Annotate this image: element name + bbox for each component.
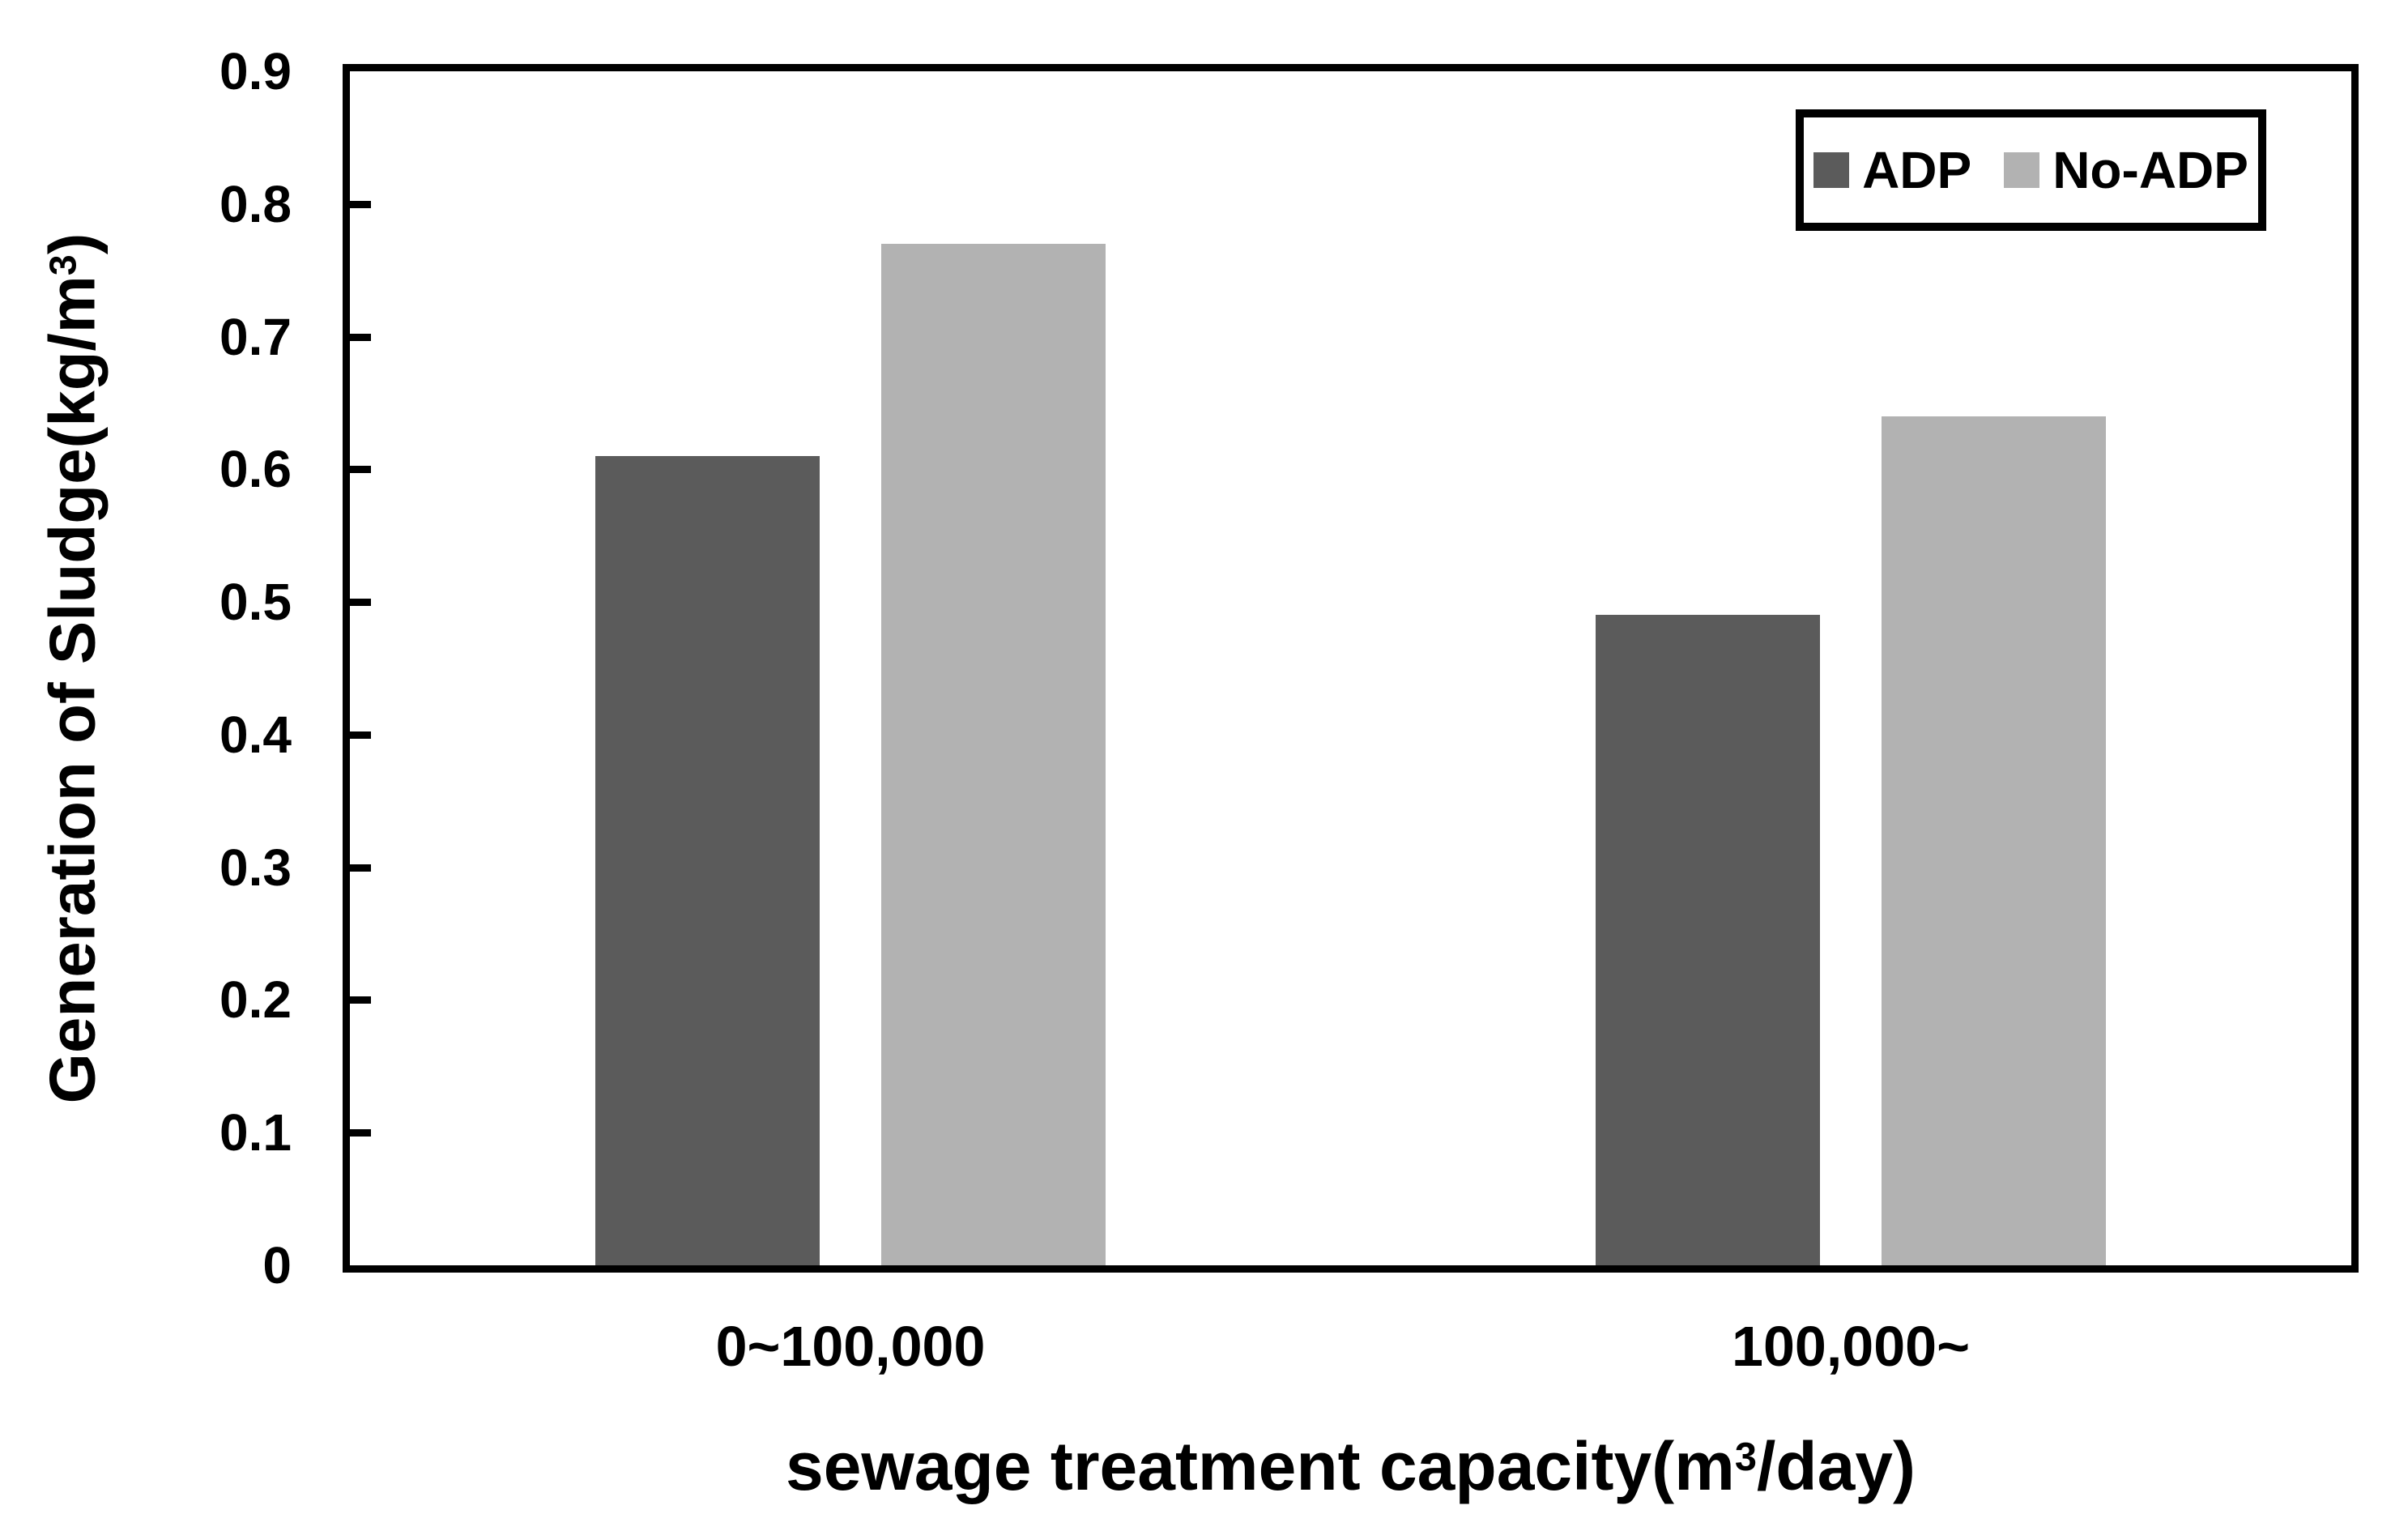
y-tick-label-0.4: 0.4 (219, 706, 292, 764)
y-tick-mark-0.8 (350, 201, 371, 208)
x-category-label-1: 0~100,000 (715, 1315, 986, 1378)
legend-label-no-adp: No-ADP (2052, 141, 2248, 199)
y-tick-label-0.9: 0.9 (219, 42, 292, 100)
bar-adp-group1 (595, 456, 820, 1265)
y-tick-mark-0.5 (350, 599, 371, 606)
plot-area (343, 64, 2359, 1273)
x-axis-title-text: sewage treatment capacity(m (786, 1428, 1735, 1504)
y-tick-mark-0.6 (350, 466, 371, 473)
legend: ADP No-ADP (1796, 109, 2266, 231)
x-category-label-2: 100,000~ (1732, 1315, 1970, 1378)
y-tick-label-0.6: 0.6 (219, 440, 292, 498)
legend-item-adp: ADP (1813, 140, 1971, 200)
y-tick-label-0.7: 0.7 (219, 308, 292, 366)
y-tick-mark-0.3 (350, 864, 371, 872)
y-tick-label-0.1: 0.1 (219, 1103, 292, 1162)
bar-adp-group2 (1596, 615, 1820, 1265)
y-axis-title-text: Generation of Sludge(kg/m (36, 275, 109, 1104)
x-axis-title: sewage treatment capacity(m3/day) (350, 1427, 2351, 1514)
y-tick-label-0.5: 0.5 (219, 573, 292, 631)
y-tick-label-0.8: 0.8 (219, 175, 292, 233)
y-tick-mark-0.4 (350, 731, 371, 739)
y-tick-mark-0.1 (350, 1129, 371, 1137)
y-tick-label-0: 0 (262, 1236, 292, 1294)
legend-item-no-adp: No-ADP (2004, 140, 2248, 200)
y-tick-label-0.2: 0.2 (219, 970, 292, 1029)
x-axis-title-superscript: 3 (1734, 1435, 1757, 1479)
bar-no-adp-group1 (881, 244, 1106, 1265)
bar-no-adp-group2 (1882, 416, 2106, 1265)
legend-swatch-no-adp (2004, 152, 2040, 188)
y-tick-label-0.3: 0.3 (219, 838, 292, 897)
x-axis-title-text-close: /day) (1756, 1428, 1916, 1504)
y-axis-title: Generation of Sludge(kg/m3) (36, 232, 117, 1104)
y-tick-mark-0.2 (350, 996, 371, 1004)
legend-label-adp: ADP (1862, 141, 1972, 199)
y-axis-title-superscript: 3 (41, 254, 84, 276)
y-axis-title-text-close: ) (36, 232, 109, 255)
legend-swatch-adp (1813, 152, 1850, 188)
y-tick-mark-0.7 (350, 334, 371, 341)
